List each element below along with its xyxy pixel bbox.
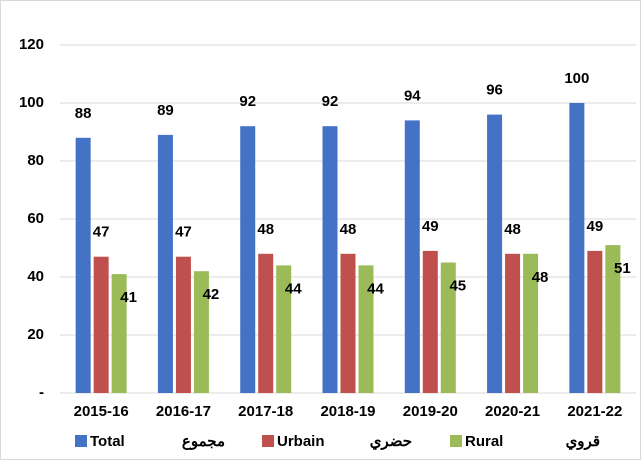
y-tick-label: - bbox=[39, 384, 44, 401]
data-label: 92 bbox=[322, 93, 339, 110]
bar bbox=[193, 271, 209, 393]
data-label: 100 bbox=[564, 70, 589, 87]
data-label: 88 bbox=[75, 105, 92, 122]
data-label: 96 bbox=[486, 82, 503, 99]
data-label: 42 bbox=[203, 286, 220, 303]
legend-label-ar: قروي bbox=[566, 433, 600, 451]
bar bbox=[487, 114, 503, 393]
x-tick-label: 2020-21 bbox=[485, 403, 540, 420]
legend-label-ar: مجموع bbox=[182, 433, 225, 450]
data-label: 47 bbox=[175, 224, 192, 241]
bar bbox=[440, 262, 456, 393]
legend-swatch bbox=[262, 435, 274, 447]
y-tick-label: 120 bbox=[19, 36, 44, 53]
legend-label-ar: حضري bbox=[370, 433, 412, 451]
bar bbox=[75, 137, 91, 393]
data-label: 41 bbox=[120, 289, 137, 306]
x-tick-label: 2015-16 bbox=[74, 403, 129, 420]
y-tick-label: 20 bbox=[27, 326, 44, 343]
bar bbox=[505, 253, 521, 393]
data-label: 92 bbox=[239, 93, 256, 110]
x-tick-label: 2021-22 bbox=[567, 403, 622, 420]
data-label: 48 bbox=[257, 221, 274, 238]
bar bbox=[340, 253, 356, 393]
bar bbox=[587, 250, 603, 393]
bar bbox=[358, 265, 374, 393]
bar bbox=[111, 274, 127, 393]
bar bbox=[422, 250, 438, 393]
y-tick-label: 40 bbox=[27, 268, 44, 285]
data-label: 45 bbox=[449, 277, 466, 294]
x-tick-label: 2016-17 bbox=[156, 403, 211, 420]
bar bbox=[240, 126, 256, 393]
bar bbox=[404, 120, 420, 394]
bar bbox=[258, 253, 274, 393]
bar bbox=[322, 126, 338, 393]
bar bbox=[276, 265, 292, 393]
data-label: 48 bbox=[532, 269, 549, 286]
data-label: 51 bbox=[614, 260, 631, 277]
data-label: 47 bbox=[93, 224, 110, 241]
bar bbox=[605, 245, 621, 393]
data-label: 44 bbox=[367, 280, 384, 297]
y-tick-label: 60 bbox=[27, 210, 44, 227]
x-tick-label: 2018-19 bbox=[320, 403, 375, 420]
y-tick-label: 80 bbox=[27, 152, 44, 169]
legend-label: Urbain bbox=[277, 433, 325, 450]
data-label: 49 bbox=[587, 218, 604, 235]
legend-label: Total bbox=[90, 433, 125, 450]
bar bbox=[569, 103, 585, 393]
x-tick-label: 2019-20 bbox=[403, 403, 458, 420]
x-tick-label: 2017-18 bbox=[238, 403, 293, 420]
bar bbox=[523, 253, 539, 393]
data-label: 48 bbox=[340, 221, 357, 238]
legend-swatch bbox=[75, 435, 87, 447]
legend-swatch bbox=[450, 435, 462, 447]
data-label: 94 bbox=[404, 87, 421, 104]
data-label: 49 bbox=[422, 218, 439, 235]
y-tick-label: 100 bbox=[19, 94, 44, 111]
data-label: 48 bbox=[504, 221, 521, 238]
bar bbox=[157, 134, 173, 393]
legend-label: Rural bbox=[465, 433, 503, 450]
bar bbox=[93, 256, 109, 393]
data-label: 44 bbox=[285, 280, 302, 297]
bar bbox=[175, 256, 191, 393]
data-label: 89 bbox=[157, 102, 174, 119]
